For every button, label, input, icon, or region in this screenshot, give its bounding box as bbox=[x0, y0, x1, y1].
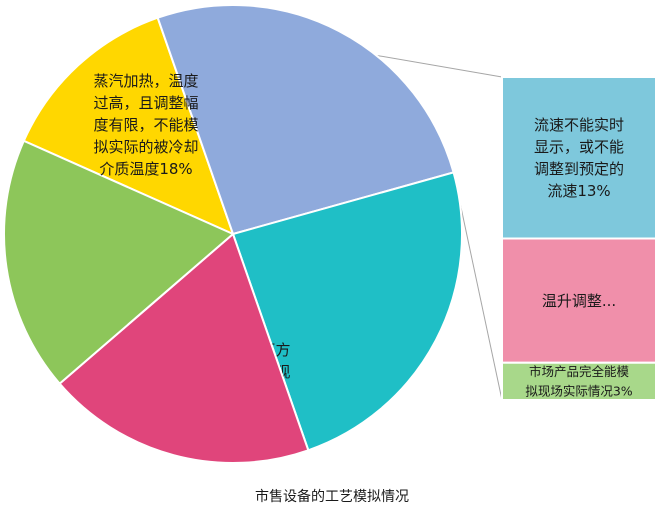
breakdown-label-line: 温升调整... bbox=[542, 292, 616, 310]
pie-slice-label-line: 过高，且调整幅 bbox=[93, 94, 198, 112]
main-pie: 换热管太短，不能模拟实际的传热过程13%其他26%体积太大，不方便搬运到甲方现场… bbox=[3, 4, 463, 464]
breakdown-segment-1 bbox=[501, 237, 657, 364]
breakdown-segment-2 bbox=[501, 361, 657, 402]
pie-slice-4 bbox=[3, 139, 235, 386]
breakdown-bar: 流速不能实时显示，或不能调整到预定的流速13% 温升调整... 市场产品完全能模拟现… bbox=[501, 76, 657, 402]
breakdown-segment-0 bbox=[501, 76, 657, 240]
chart-title: 市售设备的工艺模拟情况 bbox=[255, 488, 409, 505]
breakdown-label-line: 显示，或不能 bbox=[534, 138, 624, 156]
pie-slice-1 bbox=[156, 4, 455, 236]
breakdown-label-1: 温升调整... bbox=[542, 292, 616, 310]
pie-slice-3 bbox=[58, 232, 310, 464]
breakdown-label-0: 流速不能实时显示，或不能调整到预定的流速13% bbox=[534, 116, 624, 200]
pie-slice-label-line: 蒸汽加热，温度 bbox=[93, 72, 198, 90]
breakdown-label-2: 市场产品完全能模拟现场实际情况3% bbox=[525, 364, 632, 399]
pie-slice-label-line: 拟实际的被冷却 bbox=[93, 138, 198, 156]
pie-slice-0 bbox=[22, 16, 235, 236]
pie-slice-2 bbox=[231, 171, 463, 452]
breakdown-label-line: 流速13% bbox=[547, 182, 610, 200]
pie-slice-label-line: 介质温度18% bbox=[99, 160, 192, 178]
breakdown-label-line: 拟现场实际情况3% bbox=[525, 383, 632, 398]
breakdown-label-line: 市场产品完全能模 bbox=[529, 364, 630, 379]
breakdown-label-line: 流速不能实时 bbox=[534, 116, 624, 134]
pie-slice-label-4: 蒸汽加热，温度过高，且调整幅度有限，不能模拟实际的被冷却介质温度18% bbox=[93, 72, 198, 178]
breakdown-label-line: 调整到预定的 bbox=[534, 160, 624, 178]
pie-slice-label-line: 度有限，不能模 bbox=[93, 116, 198, 134]
